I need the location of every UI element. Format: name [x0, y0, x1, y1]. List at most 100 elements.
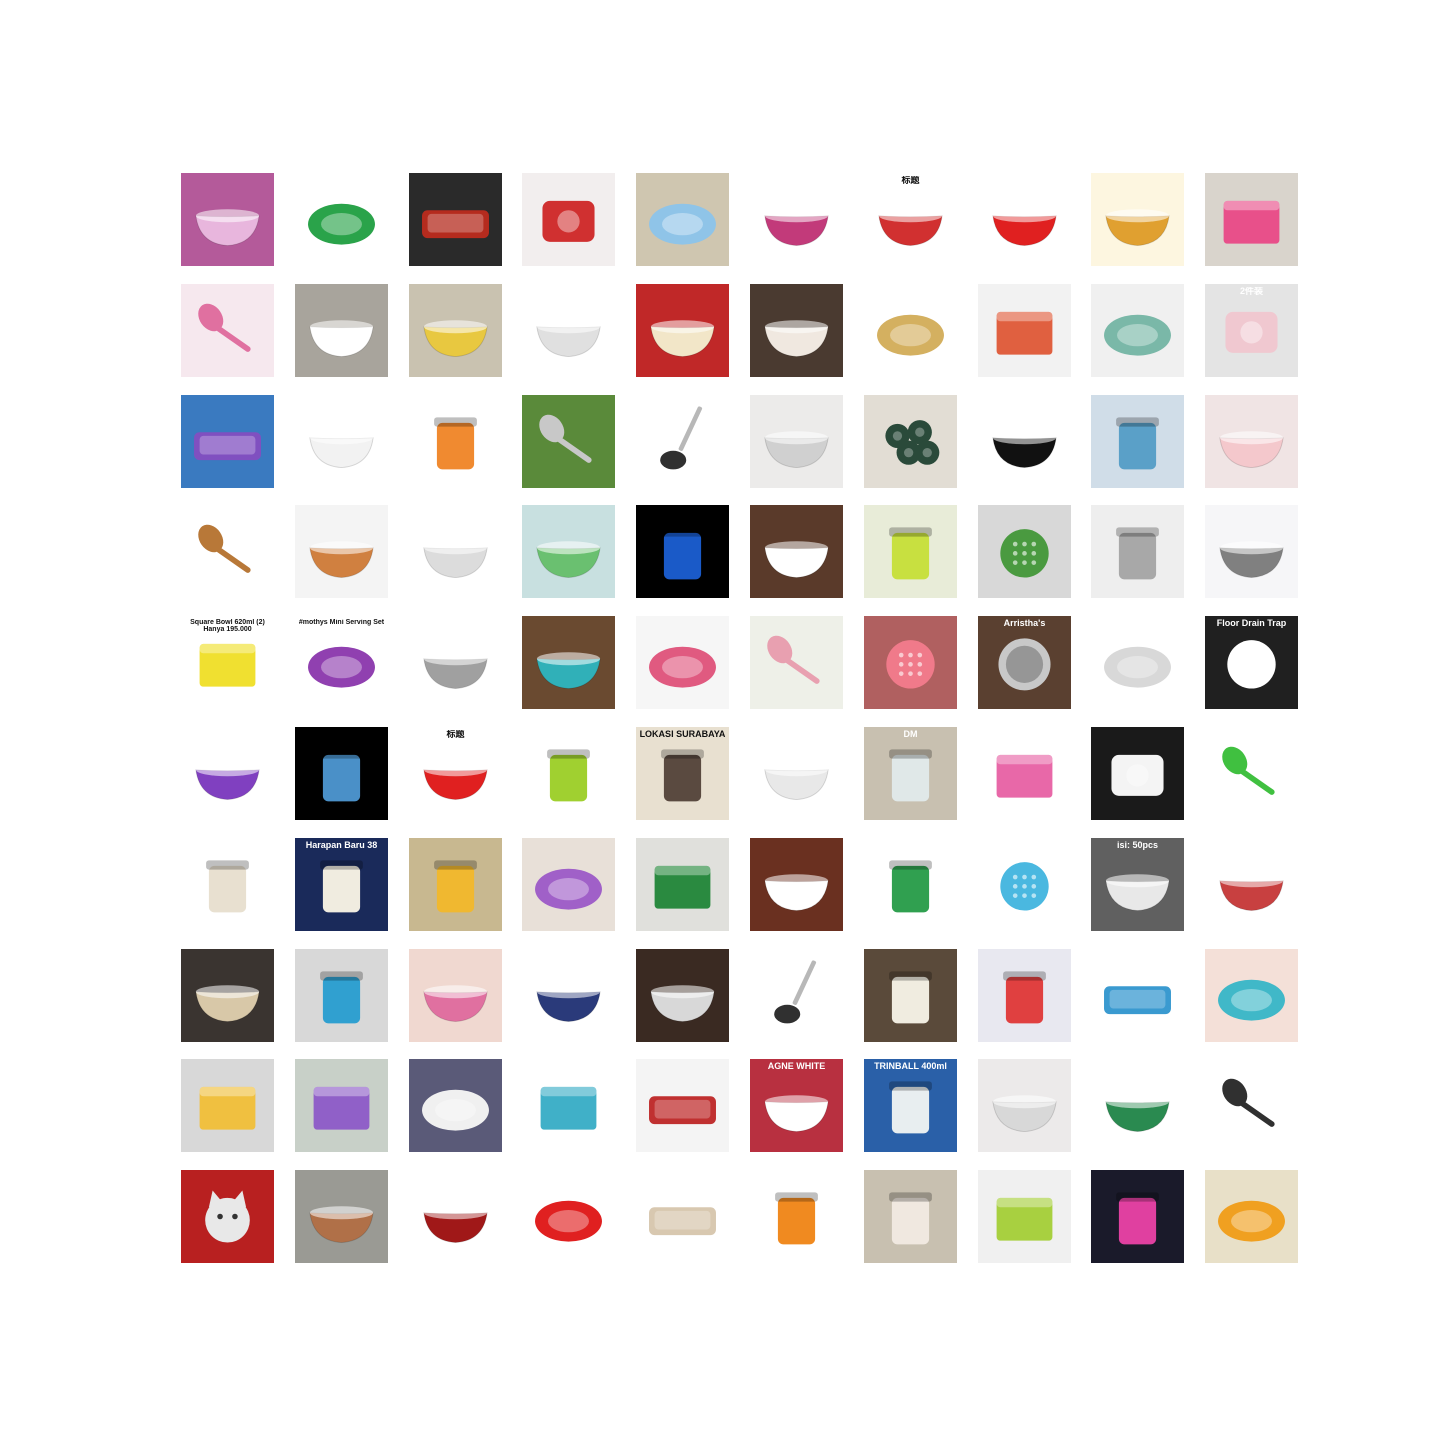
product-thumbnail[interactable]: AGNE WHITE: [750, 1059, 843, 1152]
product-thumbnail[interactable]: [978, 949, 1071, 1042]
product-thumbnail[interactable]: [1205, 838, 1298, 931]
product-thumbnail[interactable]: [864, 284, 957, 377]
product-thumbnail[interactable]: [636, 1059, 729, 1152]
product-thumbnail[interactable]: [978, 727, 1071, 820]
product-thumbnail[interactable]: [181, 173, 274, 266]
product-thumbnail[interactable]: [636, 616, 729, 709]
product-thumbnail[interactable]: [522, 505, 615, 598]
product-thumbnail[interactable]: [864, 616, 957, 709]
product-thumbnail[interactable]: [864, 838, 957, 931]
product-thumbnail[interactable]: [1091, 1059, 1184, 1152]
product-thumbnail[interactable]: [1205, 1170, 1298, 1263]
product-thumbnail[interactable]: [522, 838, 615, 931]
product-thumbnail[interactable]: [409, 505, 502, 598]
product-thumbnail[interactable]: [409, 949, 502, 1042]
product-thumbnail[interactable]: TRINBALL 400ml: [864, 1059, 957, 1152]
product-thumbnail[interactable]: [181, 949, 274, 1042]
product-thumbnail[interactable]: DM: [864, 727, 957, 820]
product-thumbnail[interactable]: [864, 505, 957, 598]
product-thumbnail[interactable]: [181, 505, 274, 598]
product-thumbnail[interactable]: [181, 1170, 274, 1263]
product-thumbnail[interactable]: [181, 284, 274, 377]
product-thumbnail[interactable]: [409, 616, 502, 709]
product-thumbnail[interactable]: isi: 50pcs: [1091, 838, 1184, 931]
product-thumbnail[interactable]: [978, 284, 1071, 377]
product-thumbnail[interactable]: [636, 284, 729, 377]
product-thumbnail[interactable]: [295, 284, 388, 377]
product-thumbnail[interactable]: [636, 949, 729, 1042]
product-thumbnail[interactable]: [750, 284, 843, 377]
product-thumbnail[interactable]: Square Bowl 620ml (2) Hanya 195.000: [181, 616, 274, 709]
product-thumbnail[interactable]: [636, 173, 729, 266]
product-thumbnail[interactable]: [636, 505, 729, 598]
product-thumbnail[interactable]: [978, 1170, 1071, 1263]
product-thumbnail[interactable]: [1205, 173, 1298, 266]
product-thumbnail[interactable]: [181, 727, 274, 820]
product-thumbnail[interactable]: [1091, 284, 1184, 377]
product-thumbnail[interactable]: [1205, 505, 1298, 598]
product-thumbnail[interactable]: [409, 1170, 502, 1263]
product-thumbnail[interactable]: [295, 949, 388, 1042]
product-thumbnail[interactable]: [1205, 1059, 1298, 1152]
product-thumbnail[interactable]: [864, 395, 957, 488]
product-thumbnail[interactable]: [409, 395, 502, 488]
product-thumbnail[interactable]: [295, 505, 388, 598]
product-thumbnail[interactable]: 标题: [864, 173, 957, 266]
product-thumbnail[interactable]: [636, 1170, 729, 1263]
product-thumbnail[interactable]: [522, 173, 615, 266]
product-thumbnail[interactable]: [750, 505, 843, 598]
product-thumbnail[interactable]: [1091, 505, 1184, 598]
product-thumbnail[interactable]: [409, 838, 502, 931]
product-thumbnail[interactable]: [295, 1059, 388, 1152]
product-thumbnail[interactable]: [750, 949, 843, 1042]
product-thumbnail[interactable]: [522, 1059, 615, 1152]
product-thumbnail[interactable]: [978, 838, 1071, 931]
product-thumbnail[interactable]: [750, 727, 843, 820]
product-thumbnail[interactable]: [1091, 949, 1184, 1042]
product-thumbnail[interactable]: Harapan Baru 38: [295, 838, 388, 931]
product-thumbnail[interactable]: [522, 395, 615, 488]
product-thumbnail[interactable]: [409, 173, 502, 266]
product-thumbnail[interactable]: [522, 727, 615, 820]
product-thumbnail[interactable]: Floor Drain Trap: [1205, 616, 1298, 709]
product-thumbnail[interactable]: [181, 838, 274, 931]
product-thumbnail[interactable]: [522, 1170, 615, 1263]
product-thumbnail[interactable]: [750, 616, 843, 709]
product-thumbnail[interactable]: [750, 173, 843, 266]
product-thumbnail[interactable]: Arristha's: [978, 616, 1071, 709]
product-thumbnail[interactable]: [1205, 949, 1298, 1042]
product-thumbnail[interactable]: [978, 395, 1071, 488]
product-thumbnail[interactable]: [295, 727, 388, 820]
product-thumbnail[interactable]: [181, 1059, 274, 1152]
product-thumbnail[interactable]: [978, 505, 1071, 598]
product-thumbnail[interactable]: [750, 395, 843, 488]
product-thumbnail[interactable]: LOKASI SURABAYA: [636, 727, 729, 820]
product-thumbnail[interactable]: [636, 395, 729, 488]
product-thumbnail[interactable]: [295, 1170, 388, 1263]
product-thumbnail[interactable]: [522, 616, 615, 709]
product-thumbnail[interactable]: [750, 1170, 843, 1263]
product-thumbnail[interactable]: [1091, 727, 1184, 820]
product-thumbnail[interactable]: [295, 395, 388, 488]
product-thumbnail[interactable]: [978, 1059, 1071, 1152]
product-thumbnail[interactable]: [522, 949, 615, 1042]
product-thumbnail[interactable]: [522, 284, 615, 377]
product-thumbnail[interactable]: [295, 173, 388, 266]
product-thumbnail[interactable]: [750, 838, 843, 931]
product-thumbnail[interactable]: 标题: [409, 727, 502, 820]
product-thumbnail[interactable]: 2件装: [1205, 284, 1298, 377]
product-thumbnail[interactable]: [864, 1170, 957, 1263]
product-thumbnail[interactable]: [181, 395, 274, 488]
product-thumbnail[interactable]: [409, 284, 502, 377]
product-thumbnail[interactable]: [1091, 173, 1184, 266]
product-thumbnail[interactable]: [1091, 395, 1184, 488]
product-thumbnail[interactable]: [1205, 727, 1298, 820]
product-thumbnail[interactable]: [1205, 395, 1298, 488]
product-thumbnail[interactable]: [864, 949, 957, 1042]
product-thumbnail[interactable]: #mothys Mini Serving Set: [295, 616, 388, 709]
product-thumbnail[interactable]: [409, 1059, 502, 1152]
product-thumbnail[interactable]: [636, 838, 729, 931]
product-thumbnail[interactable]: [978, 173, 1071, 266]
product-thumbnail[interactable]: [1091, 616, 1184, 709]
product-thumbnail[interactable]: [1091, 1170, 1184, 1263]
